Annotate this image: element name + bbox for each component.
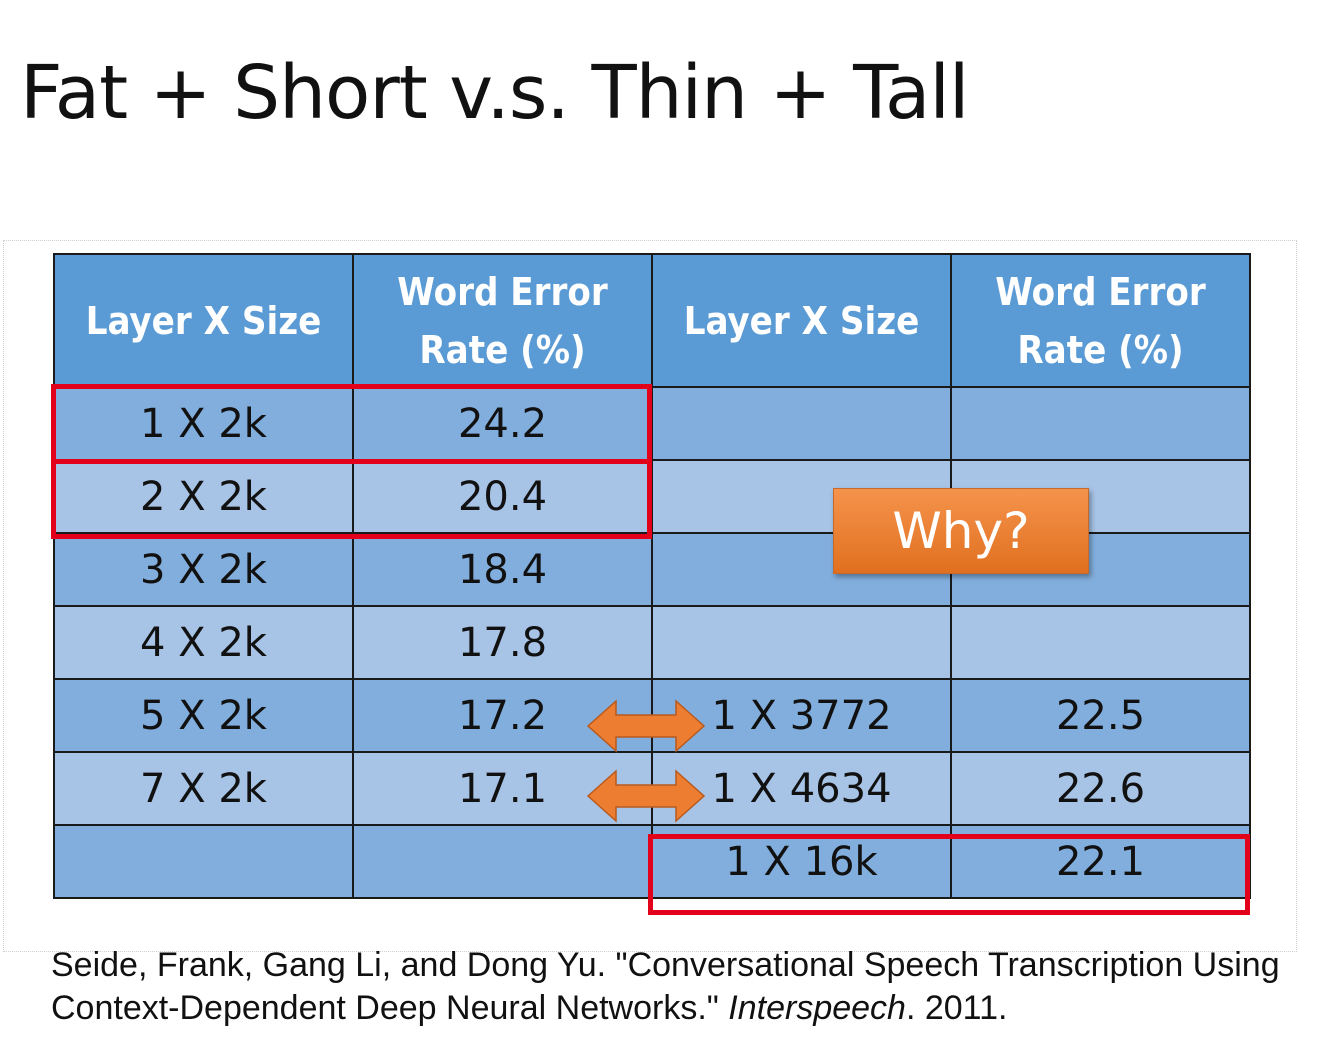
table-cell (950, 386, 1251, 461)
content-placeholder-frame (3, 240, 1297, 952)
header-wer-right: Word Error Rate (%) (950, 253, 1251, 388)
table-cell: 22.1 (950, 824, 1251, 899)
table-row: 7 X 2k 17.1 1 X 4634 22.6 (53, 751, 1251, 826)
table-cell: 17.8 (352, 605, 653, 680)
table-cell: 1 X 2k (53, 386, 354, 461)
table-cell: 22.5 (950, 678, 1251, 753)
table-cell: 18.4 (352, 532, 653, 607)
table-cell: 17.2 (352, 678, 653, 753)
table-cell: 1 X 16k (651, 824, 952, 899)
citation-venue: Interspeech (728, 989, 906, 1027)
header-layer-size-right: Layer X Size (651, 253, 952, 388)
table-cell: 20.4 (352, 459, 653, 534)
table-cell: 5 X 2k (53, 678, 354, 753)
table-cell: 1 X 4634 (651, 751, 952, 826)
citation: Seide, Frank, Gang Li, and Dong Yu. "Con… (51, 944, 1316, 1030)
table-header-row: Layer X Size Word Error Rate (%) Layer X… (53, 253, 1251, 388)
double-arrow-icon (586, 769, 706, 823)
table-cell: 17.1 (352, 751, 653, 826)
slide-title: Fat + Short v.s. Thin + Tall (20, 50, 969, 136)
table-cell (352, 824, 653, 899)
table-cell (950, 605, 1251, 680)
table-row: 1 X 2k 24.2 (53, 386, 1251, 461)
table-cell: 24.2 (352, 386, 653, 461)
table-cell: 3 X 2k (53, 532, 354, 607)
header-layer-size-left: Layer X Size (53, 253, 354, 388)
citation-year: . 2011. (905, 989, 1008, 1027)
table-row: 1 X 16k 22.1 (53, 824, 1251, 899)
table-row: 5 X 2k 17.2 1 X 3772 22.5 (53, 678, 1251, 753)
table-cell: 2 X 2k (53, 459, 354, 534)
citation-text: Seide, Frank, Gang Li, and Dong Yu. "Con… (51, 946, 1280, 1027)
header-wer-left: Word Error Rate (%) (352, 253, 653, 388)
why-callout: Why? (833, 488, 1089, 574)
table-cell (651, 386, 952, 461)
table-cell: 4 X 2k (53, 605, 354, 680)
table-row: 4 X 2k 17.8 (53, 605, 1251, 680)
word-error-rate-table: Layer X Size Word Error Rate (%) Layer X… (53, 253, 1251, 899)
double-arrow-icon (586, 699, 706, 753)
table-cell: 7 X 2k (53, 751, 354, 826)
table-cell (651, 605, 952, 680)
table-cell (53, 824, 354, 899)
table-cell: 22.6 (950, 751, 1251, 826)
